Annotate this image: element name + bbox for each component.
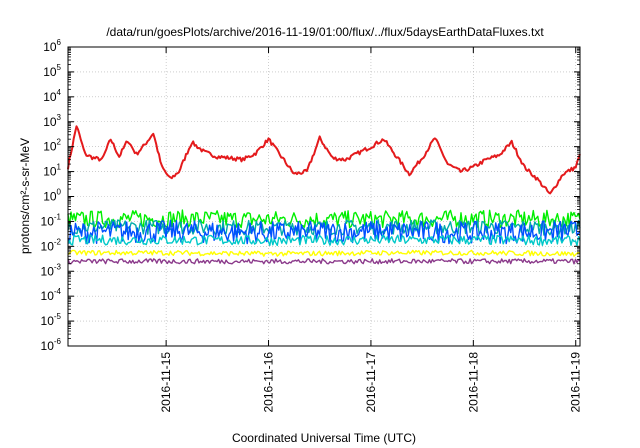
y-tick-label: 10-6	[41, 337, 62, 353]
y-tick-label: 10-4	[41, 287, 62, 303]
y-tick-label: 10-1	[41, 212, 62, 228]
series-line	[67, 125, 581, 195]
axes: 10-6 10-5 10-4 10-3 10-2 10-1 100 101 102 103 104 1…	[41, 38, 583, 413]
y-tick-label: 100	[43, 188, 61, 204]
y-tick-label: 10-3	[41, 262, 62, 278]
y-tick-label: 103	[43, 113, 61, 129]
x-axis-label: Coordinated Universal Time (UTC)	[232, 431, 416, 445]
y-tick-label: 10-5	[41, 312, 62, 328]
series-line	[67, 258, 581, 265]
series-line	[67, 249, 581, 257]
y-tick-label: 101	[43, 163, 61, 179]
x-tick-label: 2016-11-15	[159, 352, 173, 413]
series-line	[67, 234, 581, 247]
series-line	[67, 219, 581, 245]
y-tick-label: 102	[43, 138, 61, 154]
gridlines	[68, 47, 580, 346]
x-tick-label: 2016-11-19	[569, 352, 583, 413]
y-tick-label: 10-2	[41, 237, 62, 253]
y-tick-label: 105	[43, 63, 61, 79]
series-layer	[67, 125, 581, 265]
y-axis-label: protons/cm²-s-sr-MeV	[18, 138, 32, 254]
x-tick-label: 2016-11-18	[466, 352, 480, 413]
chart-title: /data/run/goesPlots/archive/2016-11-19/0…	[106, 25, 544, 39]
y-tick-label: 106	[43, 38, 61, 54]
y-tick-label: 104	[43, 88, 61, 104]
x-tick-label: 2016-11-16	[262, 352, 276, 413]
x-tick-label: 2016-11-17	[364, 352, 378, 413]
